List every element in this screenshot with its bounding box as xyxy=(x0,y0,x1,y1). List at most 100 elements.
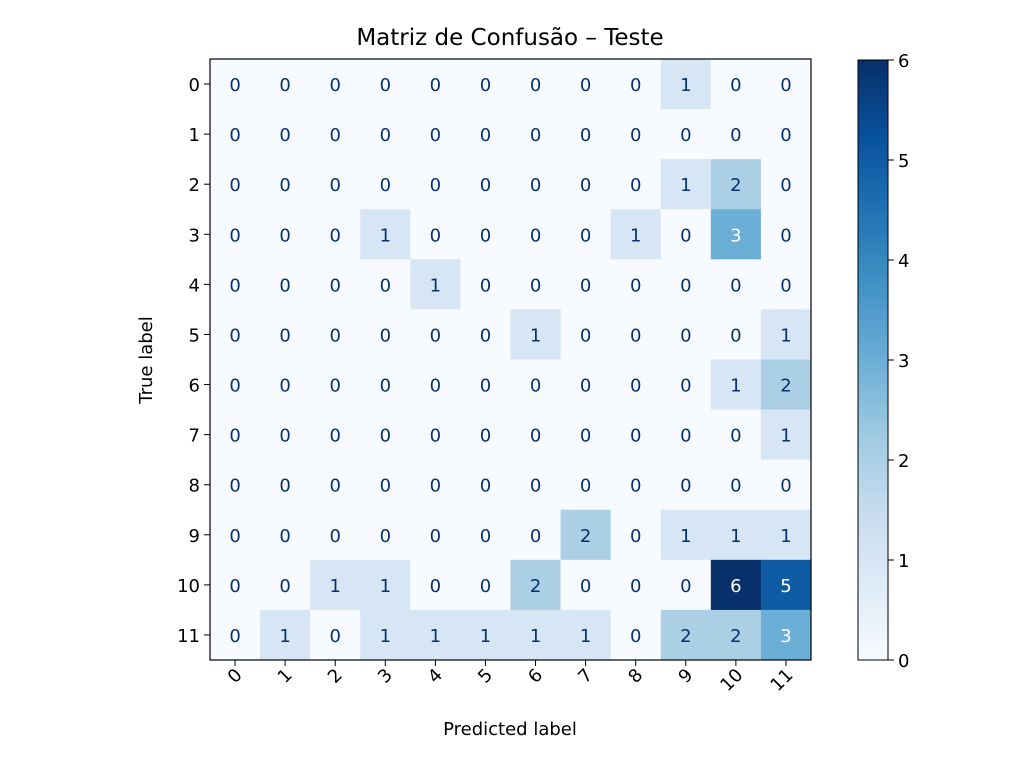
x-tick-label: 11 xyxy=(766,665,797,696)
heatmap-cell xyxy=(360,509,411,561)
heatmap-cell xyxy=(660,409,712,461)
x-tick-label: 3 xyxy=(374,665,397,688)
x-tick-label: 6 xyxy=(524,665,547,688)
cell-value-label: 0 xyxy=(329,75,340,96)
x-tick-label: 9 xyxy=(674,665,697,688)
cell-value-label: 0 xyxy=(630,426,641,447)
cell-value-label: 0 xyxy=(229,325,240,346)
cell-value-label: 1 xyxy=(430,275,441,296)
cell-value-label: 1 xyxy=(680,75,691,96)
colorbar-tick-label: 1 xyxy=(898,551,909,572)
heatmap-cell xyxy=(610,559,662,611)
cell-value-label: 0 xyxy=(329,175,340,196)
cell-value-label: 0 xyxy=(580,476,591,497)
cell-value-label: 0 xyxy=(680,576,691,597)
cell-value-label: 0 xyxy=(430,526,441,547)
cell-value-label: 0 xyxy=(229,526,240,547)
cell-value-label: 0 xyxy=(630,175,641,196)
cell-value-label: 6 xyxy=(730,576,741,597)
heatmap-cell xyxy=(210,459,261,511)
heatmap-cell xyxy=(660,359,712,411)
cell-value-label: 0 xyxy=(279,325,290,346)
cell-value-label: 2 xyxy=(730,626,741,647)
heatmap-cell xyxy=(660,59,712,110)
y-tick-label: 2 xyxy=(189,175,200,196)
heatmap-cell xyxy=(560,609,612,661)
cell-value-label: 2 xyxy=(680,626,691,647)
x-tick-label: 4 xyxy=(424,665,447,688)
cell-value-label: 0 xyxy=(630,275,641,296)
cell-value-label: 0 xyxy=(530,426,541,447)
heatmap-cell xyxy=(310,59,361,110)
cell-value-label: 0 xyxy=(630,325,641,346)
heatmap-cell xyxy=(410,359,461,411)
cell-value-label: 0 xyxy=(530,225,541,246)
cell-value-label: 0 xyxy=(279,175,290,196)
cell-value-label: 0 xyxy=(229,275,240,296)
heatmap-cell xyxy=(610,159,662,210)
heatmap-cell xyxy=(760,459,812,511)
y-tick-label: 3 xyxy=(189,225,200,246)
heatmap-cell xyxy=(360,159,411,210)
cell-value-label: 1 xyxy=(730,376,741,397)
heatmap-cell xyxy=(210,209,261,260)
cell-value-label: 0 xyxy=(380,526,391,547)
cell-value-label: 0 xyxy=(430,125,441,146)
heatmap-cell xyxy=(310,259,361,310)
cell-value-label: 0 xyxy=(680,325,691,346)
heatmap-cell xyxy=(210,309,261,360)
cell-value-label: 0 xyxy=(430,426,441,447)
cell-value-label: 2 xyxy=(730,175,741,196)
y-tick-label: 5 xyxy=(189,325,200,346)
cell-value-label: 0 xyxy=(780,75,791,96)
cell-value-label: 1 xyxy=(780,325,791,346)
cell-value-label: 0 xyxy=(630,476,641,497)
colorbar-tick-label: 4 xyxy=(898,251,909,272)
y-tick-label: 11 xyxy=(177,626,200,647)
heatmap-cell xyxy=(460,109,511,160)
cell-value-label: 0 xyxy=(780,175,791,196)
heatmap-cell xyxy=(510,159,562,210)
heatmap-cell xyxy=(760,509,812,561)
heatmap-cell xyxy=(310,409,361,461)
heatmap-cell xyxy=(410,559,461,611)
heatmap-cell xyxy=(760,59,812,110)
heatmap-cell xyxy=(310,359,361,411)
cell-value-label: 5 xyxy=(780,576,791,597)
chart-title: Matriz de Confusão – Teste xyxy=(356,25,663,51)
heatmap-cell xyxy=(510,59,562,110)
heatmap-cell xyxy=(460,359,511,411)
cell-value-label: 1 xyxy=(430,626,441,647)
heatmap-cell xyxy=(360,209,411,260)
heatmap-cell xyxy=(760,159,812,210)
heatmap-cell xyxy=(710,359,762,411)
cell-value-label: 0 xyxy=(480,476,491,497)
cell-value-label: 0 xyxy=(480,125,491,146)
cell-value-label: 0 xyxy=(680,426,691,447)
heatmap-cell xyxy=(260,159,311,210)
heatmap-cell xyxy=(760,359,812,411)
cell-value-label: 0 xyxy=(229,576,240,597)
cell-value-label: 0 xyxy=(329,376,340,397)
cell-value-label: 0 xyxy=(630,125,641,146)
heatmap-cell xyxy=(660,109,712,160)
cell-value-label: 3 xyxy=(780,626,791,647)
cell-value-label: 0 xyxy=(430,576,441,597)
heatmap-cell xyxy=(310,559,361,611)
heatmap-cell xyxy=(210,59,261,110)
cell-value-label: 0 xyxy=(229,476,240,497)
cell-value-label: 2 xyxy=(530,576,541,597)
x-tick-label: 5 xyxy=(474,665,497,688)
heatmap-cell xyxy=(360,409,411,461)
cell-value-label: 0 xyxy=(780,476,791,497)
y-axis-ticks: 0 1 2 3 4 5 6 7 8 9 10 11 xyxy=(177,75,210,647)
cell-value-label: 0 xyxy=(380,125,391,146)
cell-value-label: 0 xyxy=(580,426,591,447)
heatmap-cell xyxy=(560,459,612,511)
heatmap-cell xyxy=(710,409,762,461)
heatmap-cell xyxy=(410,159,461,210)
cell-value-label: 0 xyxy=(380,426,391,447)
cell-value-label: 1 xyxy=(580,626,591,647)
x-axis-label: Predicted label xyxy=(443,719,577,740)
heatmap-cell xyxy=(510,259,562,310)
